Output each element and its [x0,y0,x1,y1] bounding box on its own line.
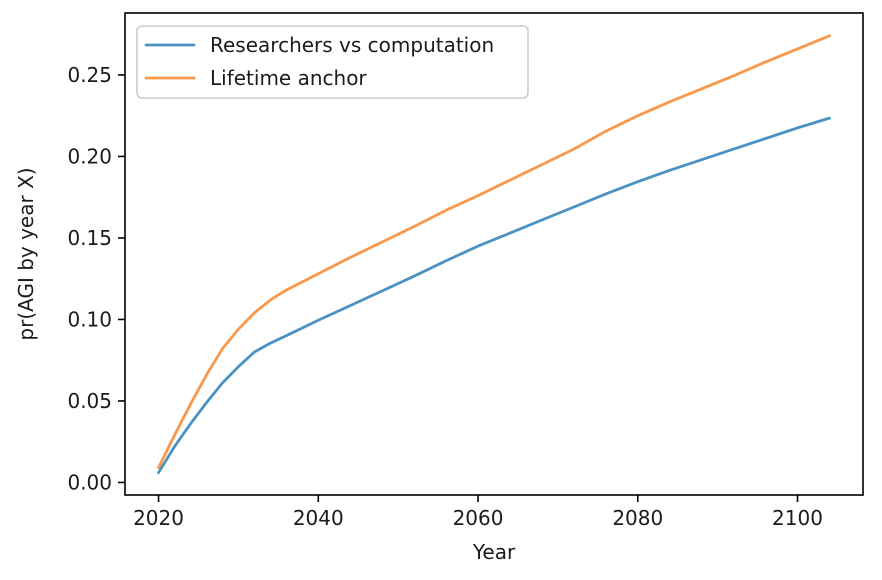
series-line-0 [157,116,831,475]
y-tick-label: 0.15 [67,226,112,250]
y-axis-label: pr(AGI by year X) [14,167,38,340]
legend-label-1: Lifetime anchor [210,66,367,90]
legend-label-0: Researchers vs computation [210,33,494,57]
x-axis-label: Year [472,540,516,564]
legend-box [136,25,529,99]
legend: Researchers vs computation Lifetime ancho… [136,25,529,99]
x-tick-label: 2080 [612,506,663,530]
x-tick-label: 2100 [772,506,823,530]
x-axis-ticks: 2020 2040 2060 2080 2100 [133,495,823,530]
x-tick-label: 2060 [453,506,504,530]
y-axis-ticks: 0.00 0.05 0.10 0.15 0.20 0.25 [67,63,125,494]
plot-series [157,34,831,475]
y-tick-label: 0.00 [67,470,112,494]
y-tick-label: 0.05 [67,389,112,413]
y-tick-label: 0.25 [67,63,112,87]
y-tick-label: 0.10 [67,307,112,331]
series-line-1 [157,34,831,470]
y-tick-label: 0.20 [67,144,112,168]
x-tick-label: 2040 [293,506,344,530]
x-tick-label: 2020 [133,506,184,530]
